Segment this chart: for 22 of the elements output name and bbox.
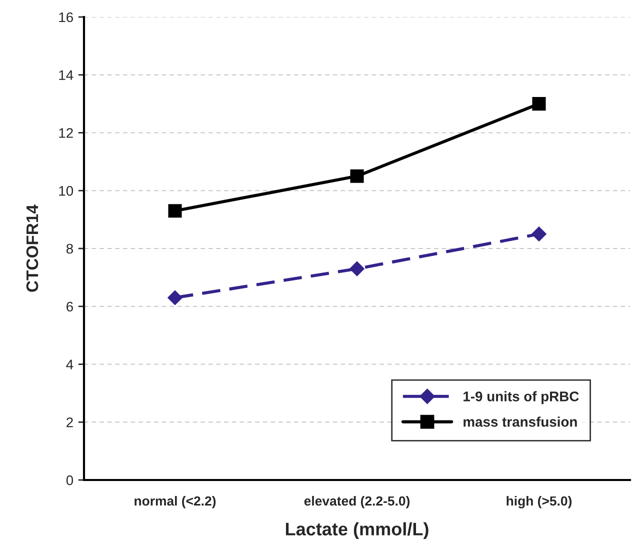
y-tick-label: 2 — [66, 417, 73, 428]
y-tick-label: 16 — [59, 12, 73, 22]
x-tick-label: normal (<2.2) — [134, 496, 216, 508]
x-tick-label: high (>5.0) — [506, 496, 572, 508]
y-axis-title: CTCOFR14 — [26, 204, 38, 292]
point — [350, 169, 364, 183]
y-tick-label: 0 — [66, 475, 74, 486]
legend-label: mass transfusion — [464, 416, 577, 427]
x-axis-title: Lactate (mmol/L) — [286, 522, 428, 540]
point — [350, 261, 364, 276]
y-tick-label: 12 — [59, 128, 73, 138]
y-tick-label: 10 — [59, 186, 74, 196]
point — [168, 204, 182, 218]
x-tick-label: elevated (2.2-5.0) — [304, 496, 410, 508]
y-tick-label: 8 — [66, 244, 73, 254]
y-tick-label: 6 — [66, 302, 73, 312]
y-tick-label: 4 — [66, 360, 74, 370]
point — [532, 97, 546, 111]
point — [168, 290, 182, 306]
point — [532, 226, 546, 242]
y-tick-label: 14 — [59, 70, 74, 80]
legend-label: 1-9 units of pRBC — [464, 391, 579, 404]
